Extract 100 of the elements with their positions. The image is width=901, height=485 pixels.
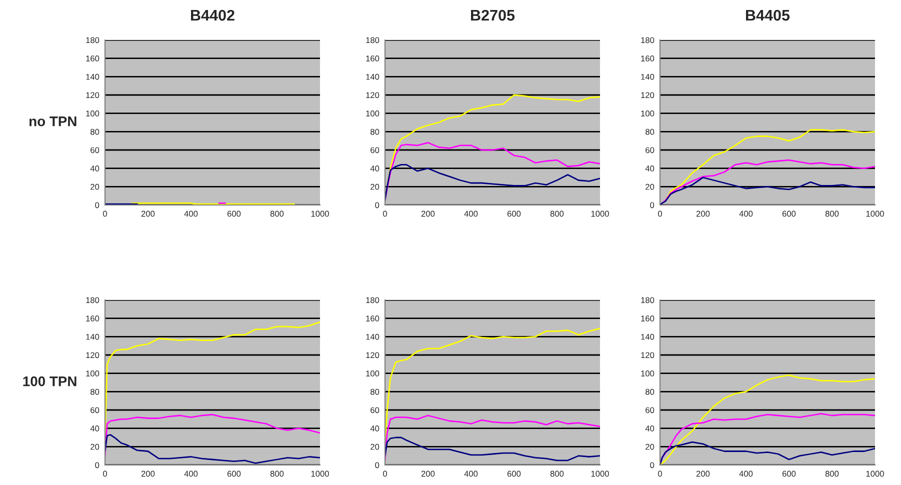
y-tick-label: 0 — [95, 462, 100, 468]
y-tick-label: 120 — [86, 352, 100, 358]
x-tick-label: 0 — [103, 470, 107, 477]
x-tick-label: 600 — [507, 210, 521, 217]
y-tick-label: 180 — [86, 297, 100, 304]
y-tick-label: 80 — [370, 128, 380, 135]
x-tick-label: 1000 — [591, 470, 609, 477]
x-tick-label: 400 — [739, 470, 753, 477]
y-tick-label: 80 — [646, 388, 654, 395]
y-tick-label: 20 — [370, 444, 380, 450]
x-tick-label: 600 — [782, 210, 796, 217]
x-tick-label: 200 — [421, 210, 435, 217]
y-axis-title: no TPN — [30, 116, 76, 126]
y-tick-label: 40 — [90, 166, 100, 172]
y-tick-label: 160 — [641, 56, 654, 62]
x-tick-label: 0 — [103, 210, 107, 217]
x-tick-label: 400 — [184, 470, 198, 477]
y-tick-label: 140 — [366, 334, 380, 340]
x-tick-label: 1000 — [866, 210, 884, 217]
y-tick-label: 120 — [366, 92, 380, 98]
y-tick-label: 20 — [646, 184, 654, 190]
y-tick-label: 140 — [641, 74, 654, 80]
x-tick-label: 400 — [464, 470, 478, 477]
y-axis-title: 100 TPN — [23, 376, 76, 386]
y-tick-label: 180 — [366, 297, 380, 304]
x-tick-label: 0 — [383, 470, 387, 477]
y-tick-label: 180 — [366, 37, 380, 44]
x-tick-label: 800 — [825, 470, 839, 477]
y-tick-label: 0 — [650, 202, 654, 208]
y-tick-label: 140 — [86, 74, 100, 80]
x-tick-label: 600 — [227, 210, 241, 217]
y-tick-label: 100 — [366, 370, 380, 376]
y-tick-label: 100 — [641, 110, 654, 116]
y-tick-label: 140 — [86, 334, 100, 340]
y-tick-label: 0 — [375, 462, 380, 468]
y-tick-label: 20 — [90, 184, 100, 190]
line-series — [385, 436, 600, 462]
y-tick-label: 160 — [86, 316, 100, 322]
x-tick-label: 200 — [696, 210, 710, 217]
line-series — [105, 414, 320, 457]
y-tick-label: 100 — [641, 370, 654, 376]
y-tick-label: 160 — [366, 56, 380, 62]
y-tick-label: 100 — [366, 110, 380, 116]
x-tick-label: 0 — [383, 210, 387, 217]
x-tick-label: 800 — [825, 210, 839, 217]
x-tick-label: 0 — [658, 470, 662, 477]
y-tick-label: 80 — [90, 388, 100, 395]
line-series — [385, 414, 600, 462]
x-tick-label: 1000 — [311, 210, 329, 217]
line-series — [385, 164, 600, 202]
x-tick-label: 400 — [184, 210, 198, 217]
chart-title: B2705 — [471, 10, 515, 21]
line-series — [385, 328, 600, 443]
x-tick-label: 600 — [782, 470, 796, 477]
x-tick-label: 800 — [270, 470, 284, 477]
y-tick-label: 0 — [95, 202, 100, 208]
y-tick-label: 60 — [370, 147, 380, 154]
x-tick-label: 200 — [141, 210, 155, 217]
x-tick-label: 0 — [658, 210, 662, 217]
y-tick-label: 180 — [86, 37, 100, 44]
y-tick-label: 0 — [650, 462, 654, 468]
y-tick-label: 60 — [90, 147, 100, 154]
y-tick-label: 80 — [90, 128, 100, 135]
y-tick-label: 0 — [375, 202, 380, 208]
y-tick-label: 40 — [645, 426, 654, 432]
y-tick-label: 140 — [641, 334, 654, 340]
y-tick-label: 160 — [641, 316, 654, 322]
x-tick-label: 400 — [464, 210, 478, 217]
y-tick-label: 180 — [641, 297, 654, 304]
x-tick-label: 1000 — [311, 470, 329, 477]
y-tick-label: 160 — [366, 316, 380, 322]
x-tick-label: 600 — [507, 470, 521, 477]
chart-title: B4405 — [746, 10, 790, 21]
x-tick-label: 800 — [550, 210, 564, 217]
y-tick-label: 40 — [370, 426, 380, 432]
y-tick-label: 40 — [370, 166, 380, 172]
y-tick-label: 120 — [366, 352, 380, 358]
y-tick-label: 140 — [366, 74, 380, 80]
y-tick-label: 100 — [86, 370, 100, 376]
chart-title: B4402 — [191, 10, 234, 21]
x-tick-label: 200 — [421, 470, 435, 477]
y-tick-label: 120 — [86, 92, 100, 98]
y-tick-label: 20 — [646, 444, 654, 450]
x-tick-label: 400 — [739, 210, 753, 217]
y-tick-label: 60 — [646, 407, 654, 414]
y-tick-label: 100 — [86, 110, 100, 116]
x-tick-label: 200 — [696, 470, 710, 477]
x-tick-label: 800 — [270, 210, 284, 217]
y-tick-label: 20 — [90, 444, 100, 450]
y-tick-label: 160 — [86, 56, 100, 62]
y-tick-label: 40 — [645, 166, 654, 172]
y-tick-label: 80 — [370, 388, 380, 395]
y-tick-label: 80 — [646, 128, 654, 135]
y-tick-label: 60 — [90, 407, 100, 414]
x-tick-label: 200 — [141, 470, 155, 477]
y-tick-label: 120 — [641, 352, 654, 358]
x-tick-label: 600 — [227, 470, 241, 477]
x-tick-label: 800 — [550, 470, 564, 477]
y-tick-label: 20 — [370, 184, 380, 190]
y-tick-label: 60 — [370, 407, 380, 414]
